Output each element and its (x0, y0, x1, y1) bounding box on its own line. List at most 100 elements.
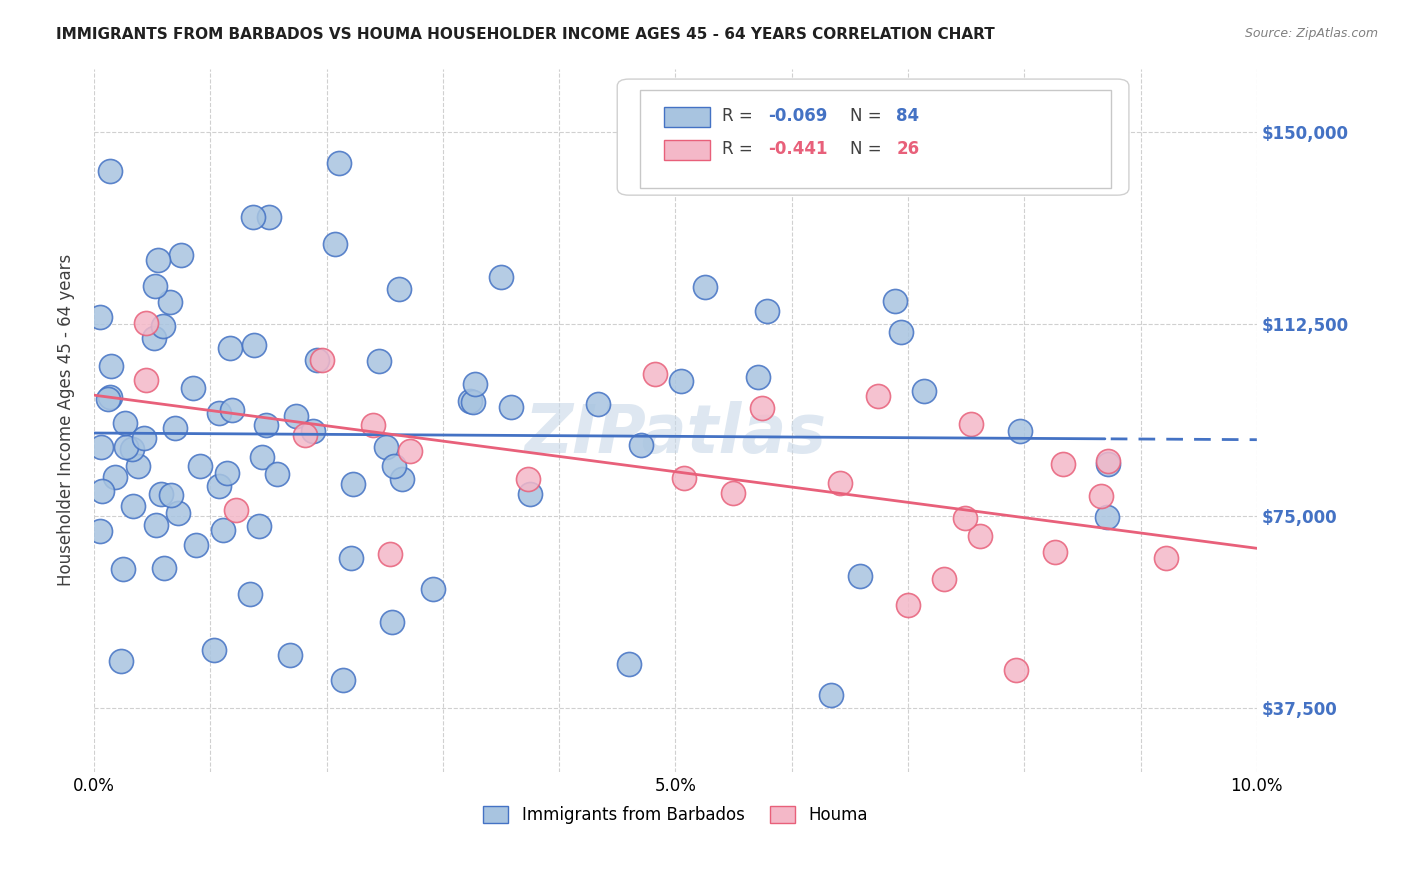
Text: -0.441: -0.441 (769, 140, 828, 159)
Point (100, 359, 122, 374)
Point (381, 615, 404, 630)
Point (257, 211, 280, 225)
Point (98, 390, 121, 404)
Point (307, 353, 329, 368)
Point (121, 499, 143, 513)
Point (323, 237, 346, 252)
Point (89, 524, 111, 539)
Point (110, 655, 132, 669)
Point (143, 331, 166, 345)
Point (617, 657, 640, 671)
Point (115, 440, 138, 454)
Point (208, 407, 231, 421)
Point (225, 503, 247, 517)
Point (669, 375, 692, 389)
FancyBboxPatch shape (664, 140, 710, 160)
Point (111, 561, 134, 575)
Point (489, 269, 512, 284)
Point (1052, 458, 1074, 472)
Point (398, 444, 420, 458)
Point (266, 467, 288, 481)
Point (378, 547, 401, 561)
Point (849, 569, 872, 583)
Point (756, 303, 779, 318)
Point (960, 417, 983, 431)
Point (211, 523, 233, 537)
FancyBboxPatch shape (641, 89, 1112, 188)
Point (91, 483, 114, 498)
Point (247, 518, 270, 533)
Point (242, 211, 264, 225)
Point (254, 417, 277, 432)
Point (160, 488, 183, 502)
Point (673, 471, 696, 485)
Point (458, 393, 481, 408)
Point (97, 392, 120, 406)
Point (219, 341, 242, 355)
Point (153, 560, 176, 574)
Point (361, 418, 384, 433)
Text: 26: 26 (897, 140, 920, 159)
Text: 84: 84 (897, 107, 920, 126)
Point (693, 280, 716, 294)
Point (250, 450, 273, 464)
Point (342, 477, 364, 491)
Point (167, 506, 190, 520)
Point (501, 400, 523, 414)
Point (104, 469, 127, 483)
Text: N =: N = (849, 107, 887, 126)
Point (382, 459, 405, 474)
Point (143, 278, 166, 293)
Point (912, 384, 935, 399)
Point (332, 673, 354, 688)
Point (145, 517, 167, 532)
Point (152, 319, 174, 334)
Text: N =: N = (849, 140, 887, 159)
Point (159, 295, 181, 310)
Text: -0.069: -0.069 (769, 107, 828, 126)
Point (721, 485, 744, 500)
Point (1090, 490, 1112, 504)
Point (388, 282, 411, 296)
Point (897, 599, 920, 613)
Point (208, 479, 231, 493)
Point (368, 353, 391, 368)
Point (328, 156, 350, 170)
Point (422, 582, 444, 596)
Point (150, 487, 173, 501)
Point (630, 438, 652, 452)
Point (90, 440, 112, 454)
Point (1008, 424, 1031, 438)
Point (100, 164, 122, 178)
Text: R =: R = (721, 107, 758, 126)
Text: IMMIGRANTS FROM BARBADOS VS HOUMA HOUSEHOLDER INCOME AGES 45 - 64 YEARS CORRELAT: IMMIGRANTS FROM BARBADOS VS HOUMA HOUSEH… (56, 27, 995, 42)
Point (883, 293, 905, 308)
Point (830, 475, 852, 490)
Point (243, 338, 266, 352)
Point (135, 316, 157, 330)
Point (1043, 545, 1066, 559)
Point (134, 431, 156, 445)
Point (1005, 663, 1028, 677)
Point (170, 248, 193, 262)
Point (820, 688, 842, 702)
Point (181, 381, 204, 395)
Point (375, 440, 398, 454)
Point (969, 529, 991, 543)
Point (1154, 551, 1177, 566)
Point (165, 421, 187, 435)
Point (751, 401, 773, 416)
Point (301, 424, 323, 438)
Point (294, 428, 316, 442)
Point (644, 367, 666, 381)
Point (1097, 454, 1119, 468)
Point (114, 416, 136, 430)
Point (202, 643, 225, 657)
Point (217, 467, 239, 481)
Point (238, 587, 260, 601)
Point (221, 403, 243, 417)
Point (135, 373, 157, 387)
Text: R =: R = (721, 140, 758, 159)
Point (519, 487, 541, 501)
Point (146, 252, 169, 267)
